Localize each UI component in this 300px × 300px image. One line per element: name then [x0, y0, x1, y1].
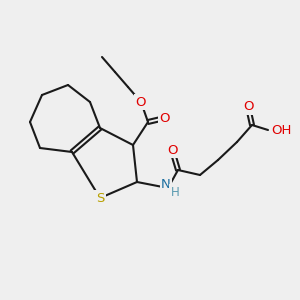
Text: N: N: [161, 178, 171, 190]
Text: O: O: [167, 143, 177, 157]
Text: H: H: [171, 185, 179, 199]
Text: S: S: [96, 191, 104, 205]
Text: O: O: [136, 95, 146, 109]
Text: O: O: [160, 112, 170, 124]
Text: O: O: [243, 100, 253, 113]
Text: OH: OH: [271, 124, 291, 136]
